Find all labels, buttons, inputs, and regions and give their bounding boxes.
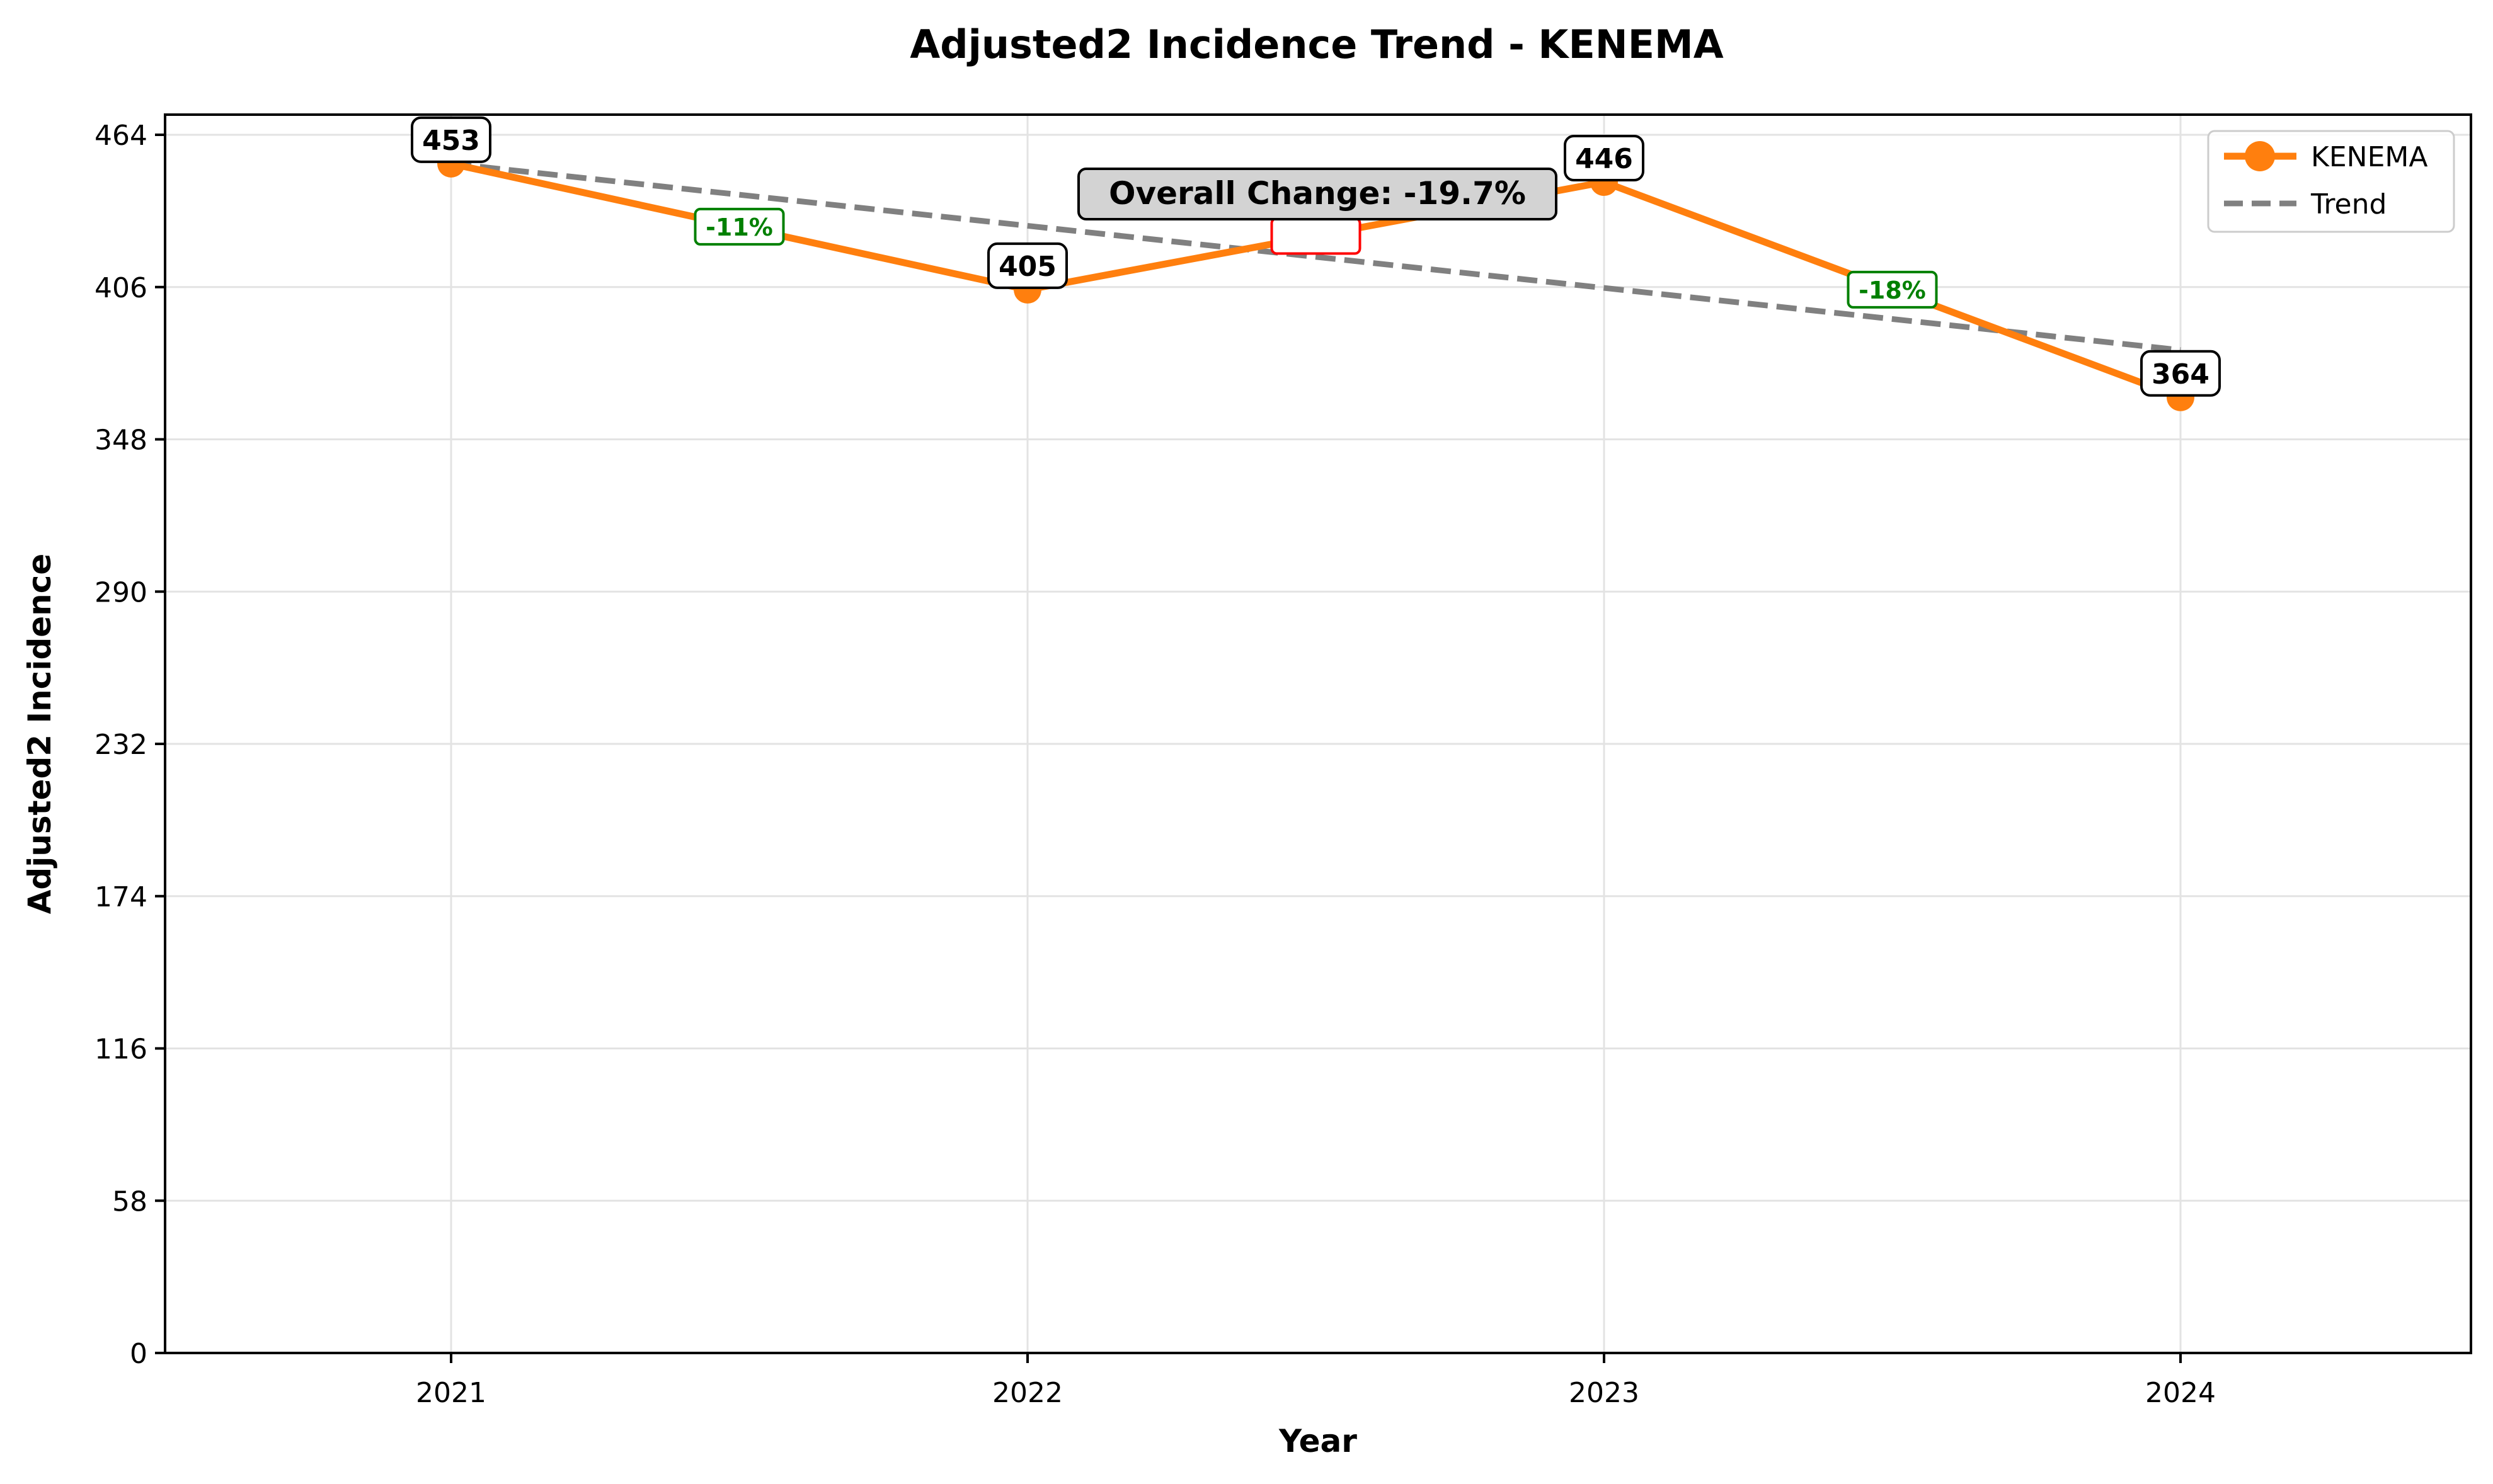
overall-change-label: Overall Change: -19.7% — [1109, 175, 1526, 212]
legend-marker-kenema — [2245, 141, 2275, 171]
y-tick-label: 58 — [112, 1185, 147, 1218]
change-labels: -11% -18% — [694, 207, 1938, 309]
legend-label-trend: Trend — [2310, 188, 2387, 220]
change-label-box — [694, 207, 785, 246]
y-tick-label: 290 — [95, 576, 147, 608]
y-tick-label: 348 — [95, 425, 147, 457]
x-axis: 2021 2022 2023 2024 — [416, 1353, 2216, 1409]
data-label: 364 — [2152, 358, 2209, 391]
data-label: 453 — [422, 125, 480, 157]
change-label-box — [1847, 270, 1938, 309]
y-tick-label: 116 — [95, 1034, 147, 1066]
change-label: -18% — [1859, 277, 1926, 304]
y-axis: 0 58 116 174 232 290 348 406 464 — [95, 120, 165, 1370]
trend-line-path — [450, 161, 2181, 353]
data-label: 446 — [1575, 143, 1633, 175]
data-label-box — [1564, 135, 1644, 182]
data-label-box — [2140, 350, 2221, 397]
overall-change-background — [1077, 168, 1557, 220]
grid — [165, 115, 2471, 1354]
data-labels: 453 405 446 364 — [411, 116, 2221, 397]
x-tick-label: 2023 — [1569, 1377, 1639, 1409]
x-tick-label: 2021 — [416, 1377, 486, 1409]
y-tick-label: 406 — [95, 272, 147, 304]
x-tick-label: 2022 — [992, 1377, 1063, 1409]
y-tick-label: 0 — [130, 1338, 147, 1370]
y-tick-label: 464 — [95, 120, 147, 152]
trend-line — [450, 161, 2181, 353]
plot-frame — [164, 113, 2472, 1354]
data-label: 405 — [999, 251, 1057, 283]
change-label-box — [1270, 217, 1361, 255]
y-axis-label: Adjusted2 Incidence — [21, 554, 58, 915]
change-label: -11% — [706, 214, 773, 241]
legend-label-kenema: KENEMA — [2311, 141, 2427, 173]
chart-title: Adjusted2 Incidence Trend - KENEMA — [910, 21, 1723, 67]
x-axis-label: Year — [1278, 1423, 1357, 1459]
overall-change-box: Overall Change: -19.7% — [1077, 168, 1557, 220]
y-tick-label: 174 — [95, 881, 147, 913]
legend: KENEMA Trend — [2207, 130, 2455, 233]
data-label-box — [987, 242, 1068, 289]
x-tick-label: 2024 — [2145, 1377, 2216, 1409]
data-label-box — [411, 116, 491, 163]
y-tick-label: 232 — [95, 729, 147, 761]
